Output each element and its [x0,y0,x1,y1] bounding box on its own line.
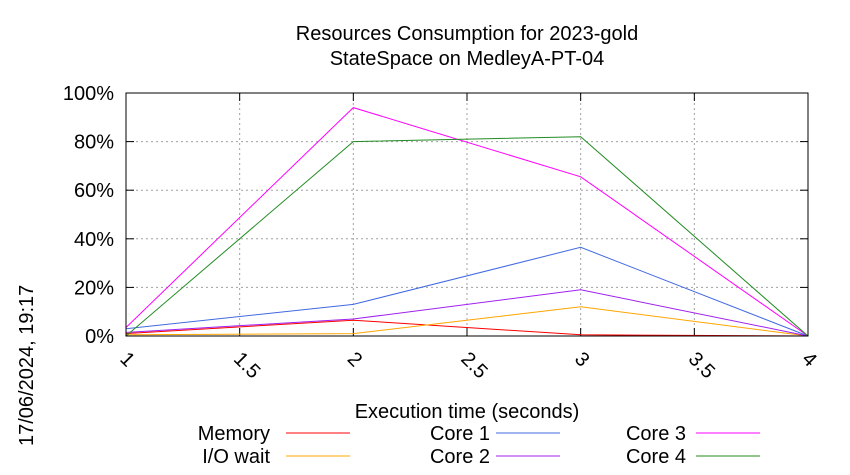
x-tick-label: 4 [797,348,820,371]
legend-label-core-2: Core 2 [430,446,490,468]
y-tick-label: 100% [63,83,114,105]
y-tick-label: 80% [74,132,114,154]
y-tick-label: 0% [85,326,114,348]
y-tick-label: 40% [74,229,114,251]
series-line-memory [125,319,809,337]
legend-label-core-3: Core 3 [626,423,686,445]
legend-label-i-o-wait: I/O wait [202,446,270,468]
x-tick-label: 3.5 [684,348,719,383]
x-axis-ticks: 1 1.5 2 2.5 3 3.5 4 [115,93,821,383]
grid [126,93,808,336]
series-line-core-1 [125,246,809,337]
series-line-core-2 [125,289,809,337]
series-group [125,107,809,337]
y-tick-label: 20% [74,277,114,299]
legend-label-core-4: Core 4 [626,446,686,468]
series-line-core-4 [125,136,809,337]
timestamp: 17/06/2024, 19:17 [16,285,38,446]
x-axis-label: Execution time (seconds) [355,401,580,423]
legend-label-core-1: Core 1 [430,423,490,445]
chart-subtitle: StateSpace on MedleyA-PT-04 [330,48,605,70]
x-tick-label: 3 [570,348,593,371]
x-tick-label: 2 [343,348,366,371]
y-tick-label: 60% [74,180,114,202]
series-line-i-o-wait [125,306,809,337]
x-tick-label: 1 [115,348,138,371]
series-line-core-3 [125,107,809,337]
legend-label-memory: Memory [198,423,270,445]
chart-title: Resources Consumption for 2023-gold [296,23,638,45]
plot-frame [125,92,809,337]
x-tick-label: 1.5 [229,348,264,383]
y-axis-ticks: 0% 20% 40% 60% 80% 100% [63,83,808,348]
x-tick-label: 2.5 [456,348,491,383]
